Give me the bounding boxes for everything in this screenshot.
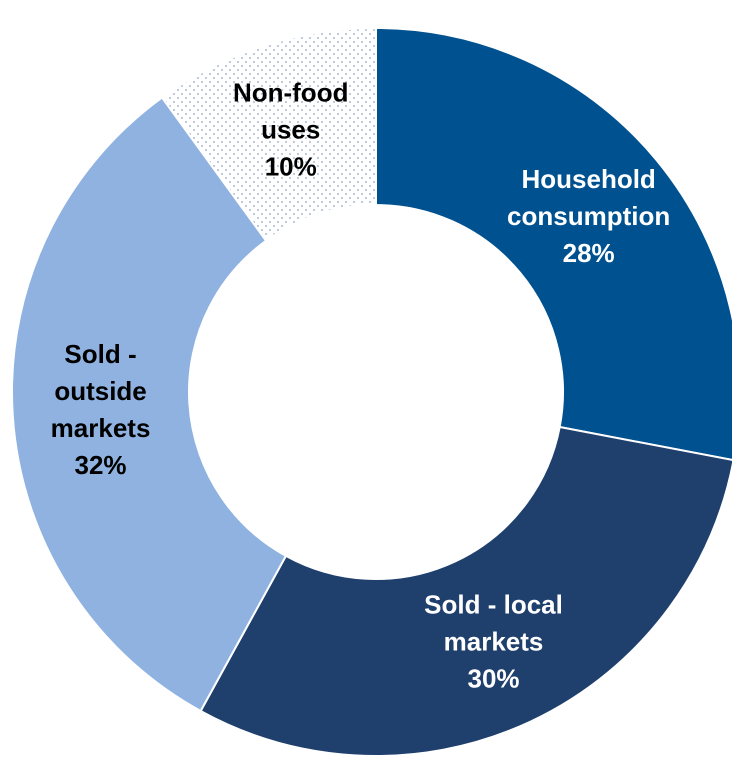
percent-label: 28%	[563, 238, 615, 268]
percent-label: 32%	[75, 450, 127, 480]
data-label-sold-local-markets: Sold - local markets 30%	[424, 590, 563, 694]
category-label-line: Sold - local	[424, 590, 563, 620]
category-label-line: markets	[444, 627, 544, 657]
percent-label: 10%	[265, 152, 317, 182]
slices-layer	[11, 26, 732, 757]
data-label-non-food-uses: Non-food uses 10%	[233, 78, 349, 182]
category-label-line: Household	[521, 164, 655, 194]
data-label-sold-outside-markets: Sold - outside markets 32%	[51, 339, 151, 480]
slice-sold-local-markets	[199, 425, 732, 757]
category-label-line: uses	[261, 115, 320, 145]
slice-sold-outside-markets	[11, 96, 288, 713]
slice-household-consumption	[375, 26, 732, 461]
slice-non-food-uses	[160, 26, 377, 243]
labels-layer: Household consumption 28% Sold - local marke…	[51, 78, 671, 694]
category-label-line: markets	[51, 413, 151, 443]
category-label-line: outside	[54, 376, 146, 406]
category-label-line: Sold -	[64, 339, 136, 369]
percent-label: 30%	[467, 664, 519, 694]
category-label-line: Non-food	[233, 78, 349, 108]
data-label-household-consumption: Household consumption 28%	[507, 164, 670, 268]
category-label-line: consumption	[507, 201, 670, 231]
